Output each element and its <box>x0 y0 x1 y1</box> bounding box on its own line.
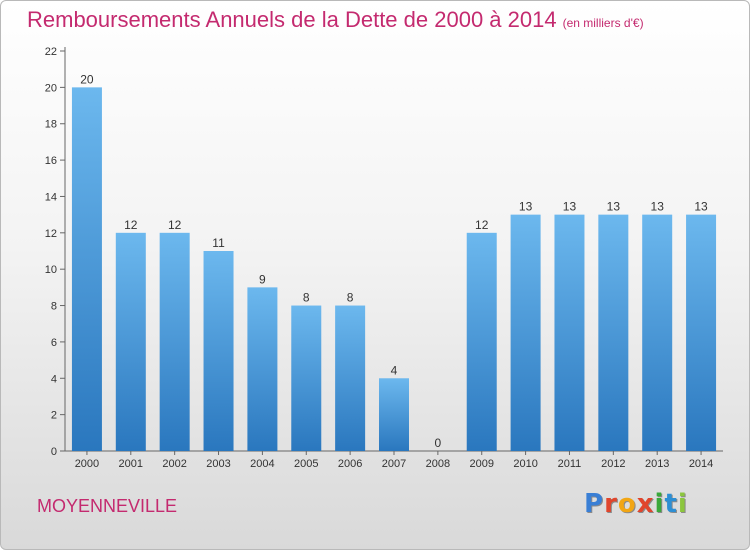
x-tick-label: 2013 <box>645 458 669 470</box>
data-label-2005: 8 <box>303 291 310 305</box>
title-text: Remboursements Annuels de la Dette de 20… <box>27 7 557 32</box>
bar-2011 <box>554 214 585 451</box>
x-tick-label: 2005 <box>294 458 318 470</box>
logo-letter: r <box>604 489 618 519</box>
logo-letter: t <box>664 489 678 519</box>
data-label-2010: 13 <box>519 200 533 214</box>
commune-name: MOYENNEVILLE <box>37 496 178 516</box>
data-label-2000: 20 <box>80 72 94 86</box>
logo-letter: P <box>584 489 605 519</box>
bar-2014 <box>686 214 717 451</box>
logo-letter: i <box>654 489 665 519</box>
y-tick-label: 18 <box>45 119 57 131</box>
logo-letter: i <box>677 489 688 519</box>
bar-2013 <box>642 214 673 451</box>
logo-letter: x <box>636 489 655 519</box>
y-tick-label: 10 <box>45 264 57 276</box>
x-tick-label: 2003 <box>206 458 230 470</box>
data-label-2014: 13 <box>694 200 708 214</box>
bar-2004 <box>247 287 278 451</box>
x-tick-label: 2007 <box>382 458 406 470</box>
x-tick-label: 2002 <box>162 458 186 470</box>
bar-2005 <box>291 305 322 451</box>
x-tick-label: 2008 <box>426 458 450 470</box>
data-label-2004: 9 <box>259 272 266 286</box>
bar-2003 <box>203 251 234 451</box>
y-tick-label: 0 <box>51 446 57 458</box>
bar-2000 <box>71 87 102 451</box>
y-tick-label: 2 <box>51 410 57 422</box>
x-tick-label: 2014 <box>689 458 713 470</box>
logo-letter: o <box>617 489 637 519</box>
data-label-2003: 11 <box>212 236 225 250</box>
data-label-2001: 12 <box>124 218 138 232</box>
chart-title: Remboursements Annuels de la Dette de 20… <box>27 7 644 33</box>
x-tick-label: 2012 <box>601 458 625 470</box>
y-tick-label: 20 <box>45 82 57 94</box>
bar-2006 <box>335 305 366 451</box>
y-tick-label: 6 <box>51 337 57 349</box>
y-tick-label: 12 <box>45 228 57 240</box>
data-label-2013: 13 <box>651 200 665 214</box>
data-label-2012: 13 <box>607 200 621 214</box>
data-label-2008: 0 <box>435 436 442 450</box>
title-unit: (en milliers d'€) <box>562 16 644 30</box>
data-label-2011: 13 <box>563 200 577 214</box>
x-tick-label: 2004 <box>250 458 274 470</box>
data-label-2006: 8 <box>347 291 354 305</box>
bar-2012 <box>598 214 629 451</box>
x-tick-label: 2010 <box>513 458 537 470</box>
x-tick-label: 2011 <box>558 458 582 470</box>
y-tick-label: 22 <box>45 46 57 58</box>
bar-2001 <box>115 232 146 451</box>
y-tick-label: 8 <box>51 301 57 313</box>
bar-2007 <box>379 378 409 451</box>
y-tick-label: 14 <box>45 191 57 203</box>
x-tick-label: 2000 <box>75 458 99 470</box>
y-tick-label: 16 <box>45 155 57 167</box>
y-tick-label: 4 <box>51 373 57 385</box>
x-tick-label: 2009 <box>469 458 493 470</box>
x-tick-label: 2001 <box>119 458 143 470</box>
bar-2009 <box>466 232 497 451</box>
data-label-2007: 4 <box>391 363 398 377</box>
proxiti-logo[interactable]: Proxiti <box>584 489 688 519</box>
bar-2002 <box>159 232 190 451</box>
bar-2010 <box>510 214 541 451</box>
x-tick-label: 2006 <box>338 458 362 470</box>
data-label-2002: 12 <box>168 218 182 232</box>
data-label-2009: 12 <box>475 218 489 232</box>
